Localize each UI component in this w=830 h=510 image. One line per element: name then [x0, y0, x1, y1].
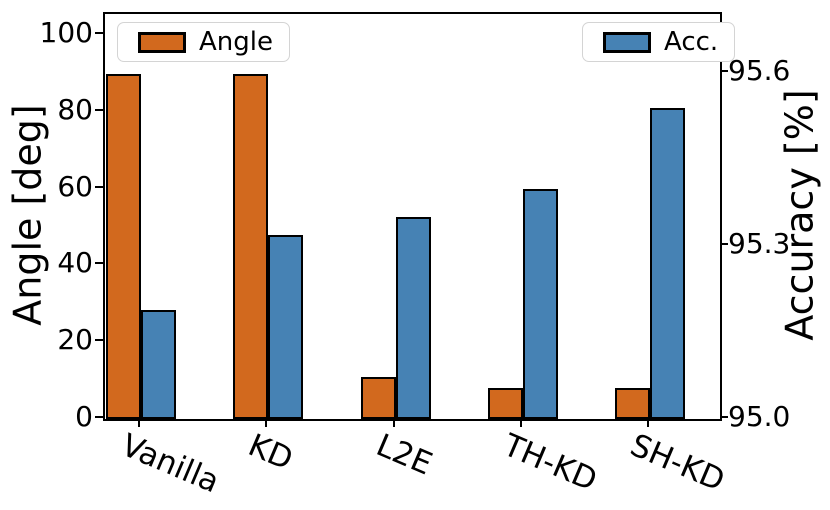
bar-accuracy-l2e	[395, 217, 431, 419]
right-axis-tick-label: 95.6	[728, 54, 791, 88]
x-axis-category-label: Vanilla	[116, 427, 225, 501]
left-axis-tick	[95, 339, 103, 342]
bar-accuracy-th-kd	[522, 188, 558, 419]
right-axis-tick-label: 95.0	[728, 400, 791, 433]
left-axis-tick	[95, 262, 103, 265]
acc-legend-swatch-icon	[603, 31, 651, 53]
left-axis-tick-label: 20	[57, 323, 93, 357]
bar-angle-sh-kd	[615, 388, 650, 419]
plot-area	[103, 12, 722, 421]
left-axis-title: Angle [deg]	[5, 104, 50, 326]
left-axis-tick-label: 0	[75, 400, 93, 433]
left-axis-tick	[95, 108, 103, 111]
right-axis-tick	[720, 243, 728, 246]
left-axis-tick	[95, 185, 103, 188]
x-axis-tick	[392, 419, 395, 427]
x-axis-category-label: TH-KD	[497, 427, 602, 499]
x-axis-tick	[647, 419, 649, 427]
bar-accuracy-kd	[268, 234, 304, 419]
acc-legend-label: Acc.	[664, 27, 719, 57]
left-axis-tick	[95, 416, 103, 418]
x-axis-tick	[138, 419, 140, 427]
left-axis-tick-label: 100	[39, 16, 93, 50]
left-axis-tick-label: 60	[57, 169, 93, 203]
left-axis-tick	[95, 32, 103, 35]
right-axis-tick	[720, 70, 728, 73]
bar-angle-th-kd	[487, 388, 523, 419]
angle-legend-swatch-icon	[138, 31, 186, 53]
x-axis-tick	[265, 419, 268, 427]
bar-angle-l2e	[360, 376, 396, 419]
left-axis-tick-label: 80	[57, 92, 93, 126]
x-axis-category-label: KD	[243, 427, 299, 478]
x-axis-tick	[519, 419, 522, 427]
right-axis-tick	[720, 416, 728, 418]
x-axis-category-label: L2E	[370, 427, 437, 483]
x-axis-category-label: SH-KD	[625, 427, 730, 499]
left-axis-tick-label: 40	[57, 246, 93, 280]
bar-angle-vanilla	[106, 73, 141, 419]
bar-angle-kd	[233, 73, 269, 419]
legend-acc: Acc.	[582, 22, 736, 62]
angle-legend-label: Angle	[199, 27, 273, 57]
right-axis-tick-label: 95.3	[728, 227, 791, 261]
legend-angle: Angle	[117, 22, 290, 62]
bar-accuracy-vanilla	[141, 309, 176, 419]
bar-accuracy-sh-kd	[650, 107, 685, 419]
